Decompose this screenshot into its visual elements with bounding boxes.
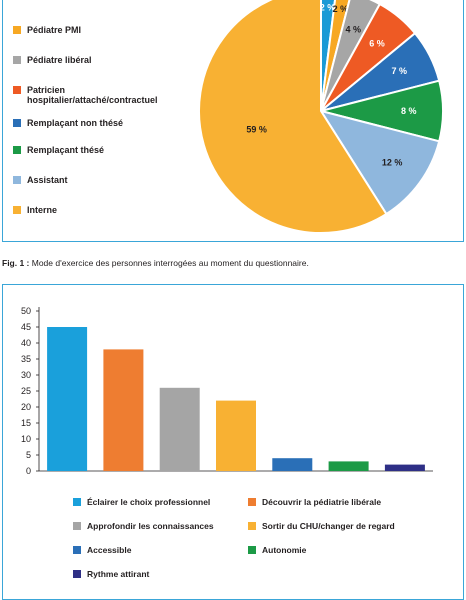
- pie-label-interne: 59 %: [246, 125, 267, 135]
- pie-label-remplacant-these: 8 %: [401, 106, 417, 116]
- pie-legend-item-interne: Interne: [13, 205, 57, 215]
- pie-slice-interne: [198, 0, 388, 234]
- pie-legend-item-remplacant-these: Remplaçant thésé: [13, 145, 104, 155]
- y-tick-label: 10: [21, 434, 31, 444]
- bar-decouvrir-la-pediatrie-liberale: [103, 349, 144, 471]
- pie-chart: 2 %2 % 4 % 6 % 7 % 8 % 12 % 59 %: [198, 0, 444, 234]
- figure-caption: Fig. 1 : Mode d'exercice des personnes i…: [2, 258, 309, 268]
- y-tick-label: 50: [21, 306, 31, 316]
- y-tick-label: 30: [21, 370, 31, 380]
- bar-autonomie: [328, 461, 369, 471]
- caption-text: Mode d'exercice des personnes interrogée…: [29, 258, 309, 268]
- legend-label: Assistant: [27, 175, 68, 185]
- pie-label-pediatre-liberal: 4 %: [346, 24, 362, 34]
- pie-legend-item-patricien-hospitalier-attache-contractuel: Patricien hospitalier/attaché/contractue…: [13, 85, 167, 105]
- bar-eclairer-le-choix-professionnel: [47, 327, 88, 471]
- pie-label-patricien-hospitalier-attache-contractuel: 6 %: [369, 38, 385, 48]
- caption-label: Fig. 1 :: [2, 258, 30, 268]
- legend-swatch: [13, 56, 21, 64]
- y-tick-label: 45: [21, 322, 31, 332]
- y-tick-label: 15: [21, 418, 31, 428]
- y-tick-label: 5: [26, 450, 31, 460]
- pie-legend-item-assistant: Assistant: [13, 175, 68, 185]
- pie-slice-assistant: [318, 109, 441, 216]
- bar-chart: 0 5 10 15 20 25 30 35 40 45 50: [21, 306, 433, 476]
- legend-label: Remplaçant thésé: [27, 145, 105, 155]
- bar-chart-panel: 0 5 10 15 20 25 30 35 40 45 50 Éclairer le choix p…: [2, 284, 464, 600]
- pie-label-pediatre-pmi: 2 %: [333, 4, 349, 14]
- y-tick-label: 20: [21, 402, 31, 412]
- pie-label-remplacant-non-these: 7 %: [392, 66, 408, 76]
- legend-label: Patricien hospitalier/attaché/contractue…: [27, 85, 158, 105]
- y-tick-label: 35: [21, 354, 31, 364]
- legend-label: Pédiatre PMI: [27, 25, 82, 35]
- legend-swatch: [13, 146, 21, 154]
- legend-swatch: [13, 206, 21, 214]
- pie-chart-panel: Pédiatre PMI Pédiatre libéral Patricien ho…: [2, 0, 464, 242]
- pie-legend-item-pediatre-pmi: Pédiatre PMI: [13, 25, 81, 35]
- pie-label-chef-de-clinique: 2 %: [320, 3, 336, 13]
- legend-swatch: [13, 176, 21, 184]
- legend-label: Pédiatre libéral: [27, 55, 92, 65]
- pie-label-assistant: 12 %: [382, 158, 403, 168]
- y-tick-label: 40: [21, 338, 31, 348]
- pie-legend-item-remplacant-non-these: Remplaçant non thésé: [13, 118, 123, 128]
- legend-label: Interne: [27, 205, 58, 215]
- y-tick-label: 25: [21, 386, 31, 396]
- legend-label: Remplaçant non thésé: [27, 118, 124, 128]
- legend-swatch: [13, 119, 21, 127]
- legend-swatch: [13, 26, 21, 34]
- pie-legend: Pédiatre PMI Pédiatre libéral Patricien ho…: [13, 0, 198, 239]
- bar-approfondir-les-connaissances: [159, 387, 200, 471]
- bar-accessible: [272, 458, 313, 471]
- pie-legend-item-pediatre-liberal: Pédiatre libéral: [13, 55, 92, 65]
- legend-swatch: [13, 86, 21, 94]
- bar-sortir-du-chu-changer-de-regard: [216, 400, 256, 471]
- y-tick-label: 0: [26, 466, 31, 476]
- bar-rythme-attirant: [384, 464, 425, 471]
